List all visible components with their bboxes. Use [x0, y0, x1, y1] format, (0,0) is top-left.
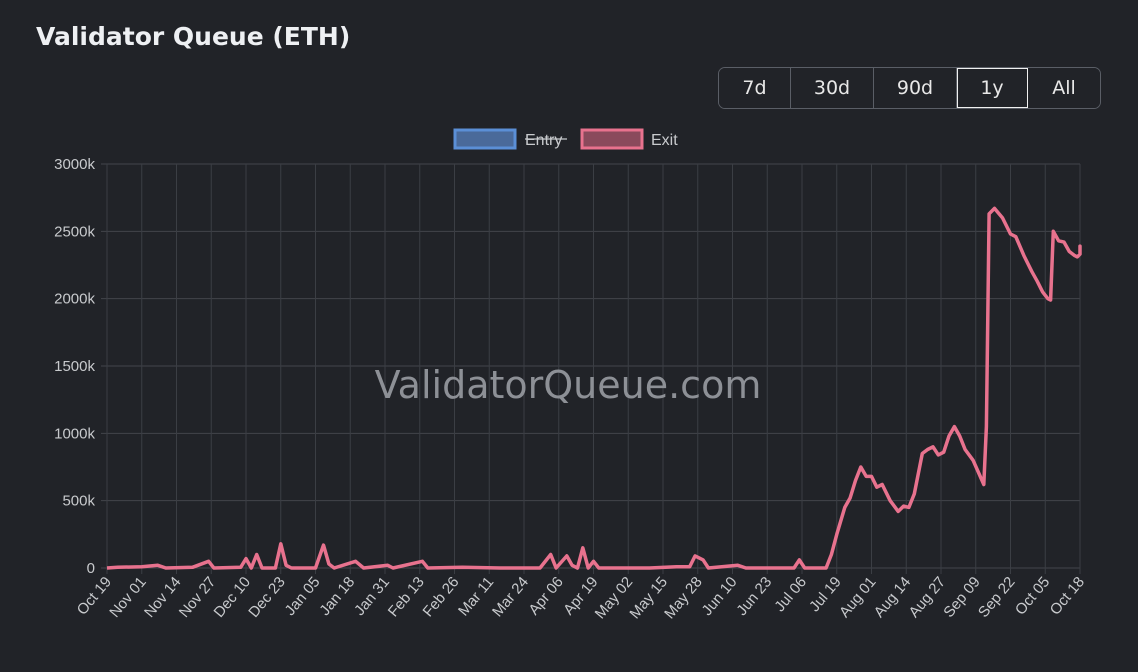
x-tick-label: Feb 13 — [385, 574, 428, 621]
range-7d-button[interactable]: 7d — [719, 68, 791, 108]
x-tick-label: Dec 23 — [245, 574, 289, 621]
x-tick-label: Aug 14 — [871, 574, 915, 621]
y-tick-label: 0 — [87, 560, 95, 577]
x-tick-label: Aug 27 — [905, 574, 949, 621]
y-tick-label: 2500k — [54, 223, 95, 240]
x-tick-label: Jan 05 — [282, 574, 324, 619]
y-tick-label: 1500k — [54, 358, 95, 375]
legend-entry-swatch — [453, 128, 517, 150]
x-tick-label: Mar 11 — [455, 574, 497, 620]
x-tick-label: Aug 01 — [836, 574, 880, 621]
x-tick-label: May 28 — [661, 574, 706, 623]
legend-entry-label: Entry — [525, 132, 562, 149]
x-tick-label: Jul 06 — [771, 574, 810, 616]
page-title: Validator Queue (ETH) — [36, 22, 351, 51]
x-tick-label: Oct 05 — [1012, 574, 1053, 619]
x-tick-label: Nov 01 — [106, 574, 150, 621]
y-tick-label: 500k — [62, 493, 95, 510]
x-tick-label: Dec 10 — [210, 574, 254, 621]
x-tick-label: Feb 26 — [420, 574, 463, 621]
range-all-button[interactable]: All — [1028, 68, 1100, 108]
x-tick-label: Jun 23 — [733, 574, 775, 619]
watermark: ValidatorQueue.com — [375, 363, 762, 407]
legend-exit-label: Exit — [651, 132, 678, 149]
legend-exit[interactable]: Exit — [580, 128, 678, 150]
y-tick-label: 1000k — [54, 425, 95, 442]
x-tick-label: Oct 18 — [1047, 574, 1088, 619]
range-selector: 7d 30d 90d 1y All — [718, 67, 1101, 109]
legend-exit-swatch — [580, 128, 644, 150]
x-tick-label: Sep 09 — [940, 574, 984, 621]
y-tick-label: 2000k — [54, 291, 95, 308]
x-tick-label: Sep 22 — [975, 574, 1019, 621]
range-90d-button[interactable]: 90d — [874, 68, 957, 108]
range-1y-button[interactable]: 1y — [957, 68, 1028, 108]
x-tick-label: Nov 14 — [141, 574, 185, 621]
range-30d-button[interactable]: 30d — [791, 68, 874, 108]
x-tick-label: Jan 18 — [316, 574, 358, 619]
y-tick-label: 3000k — [54, 156, 95, 173]
series-line-exit — [106, 206, 1082, 570]
x-tick-label: Jun 10 — [699, 574, 741, 619]
x-tick-label: Apr 06 — [525, 574, 566, 619]
x-tick-label: Nov 27 — [176, 574, 220, 621]
legend-entry[interactable]: Entry — [453, 128, 567, 150]
x-tick-label: Mar 24 — [489, 574, 532, 621]
